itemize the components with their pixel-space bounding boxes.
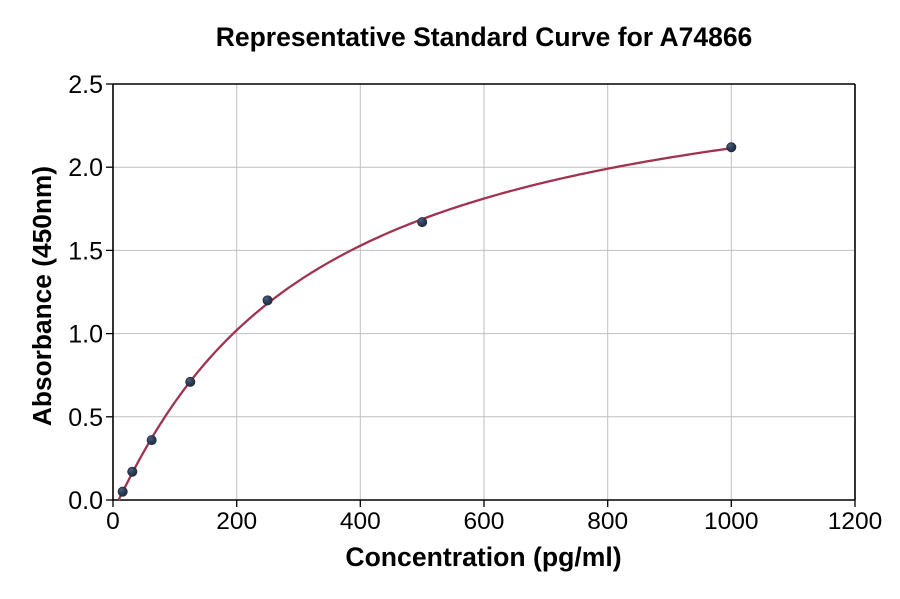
svg-text:1.5: 1.5: [68, 237, 103, 265]
svg-text:0.0: 0.0: [68, 487, 103, 515]
svg-text:1200: 1200: [828, 508, 883, 535]
svg-text:200: 200: [216, 508, 257, 535]
svg-text:Representative Standard Curve: Representative Standard Curve for A74866: [216, 22, 753, 52]
svg-text:400: 400: [340, 508, 381, 535]
svg-text:0.5: 0.5: [68, 404, 103, 432]
svg-text:1.0: 1.0: [68, 321, 103, 349]
svg-text:2.0: 2.0: [68, 154, 103, 182]
svg-text:Concentration (pg/ml): Concentration (pg/ml): [345, 542, 621, 572]
svg-text:0: 0: [106, 508, 120, 535]
svg-text:2.5: 2.5: [68, 71, 103, 99]
svg-text:Absorbance (450nm): Absorbance (450nm): [27, 166, 57, 426]
svg-text:600: 600: [464, 508, 505, 535]
svg-text:1000: 1000: [704, 508, 759, 535]
svg-text:800: 800: [587, 508, 628, 535]
